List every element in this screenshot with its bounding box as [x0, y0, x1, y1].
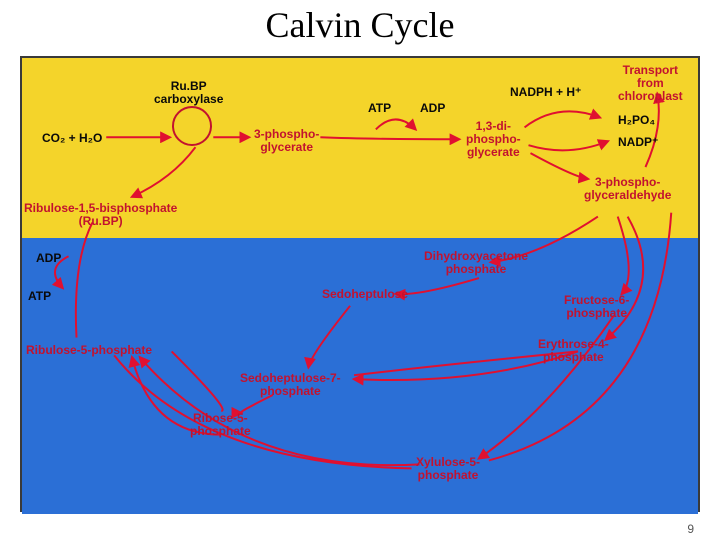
node-g3p: 3-phospho- glyceraldehyde	[584, 176, 671, 202]
node-bpg: 1,3-di- phospho- glycerate	[466, 120, 521, 160]
node-rubp: Ribulose-1,5-bisphosphate (Ru.BP)	[24, 202, 177, 228]
enzyme-circle	[172, 106, 212, 146]
node-sedo: Sedoheptulose	[322, 288, 408, 301]
node-transport: Transport from chloroplast	[618, 64, 683, 104]
node-dhap: Dihydroxyacetone phosphate	[424, 250, 528, 276]
node-co2h2o: CO₂ + H₂O	[42, 132, 102, 145]
node-rib5p: Ribose-5- phosphate	[190, 412, 251, 438]
node-r5p: Ribulose-5-phosphate	[26, 344, 152, 357]
slide-page: Calvin Cycle CO₂ + H₂O Ru.BP carboxylase 3…	[0, 0, 720, 540]
calvin-cycle-diagram: CO₂ + H₂O Ru.BP carboxylase 3-phospho- gly…	[20, 56, 700, 512]
node-nadphh: NADPH + H⁺	[510, 86, 581, 99]
node-pg3: 3-phospho- glycerate	[254, 128, 319, 154]
lower-region	[22, 238, 698, 514]
node-atp1: ATP	[368, 102, 391, 115]
node-s7p: Sedoheptulose-7- phosphate	[240, 372, 341, 398]
node-adp2: ADP	[36, 252, 61, 265]
node-atp2: ATP	[28, 290, 51, 303]
page-title: Calvin Cycle	[0, 4, 720, 46]
node-adp1: ADP	[420, 102, 445, 115]
node-rubp_carb: Ru.BP carboxylase	[154, 80, 223, 106]
node-x5p: Xylulose-5- phosphate	[416, 456, 480, 482]
node-h2po4: H₂PO₄	[618, 114, 655, 127]
node-f6p: Fructose-6- phosphate	[564, 294, 629, 320]
node-e4p: Erythrose-4- phosphate	[538, 338, 609, 364]
page-number: 9	[687, 522, 694, 536]
node-nadp: NADP⁺	[618, 136, 658, 149]
